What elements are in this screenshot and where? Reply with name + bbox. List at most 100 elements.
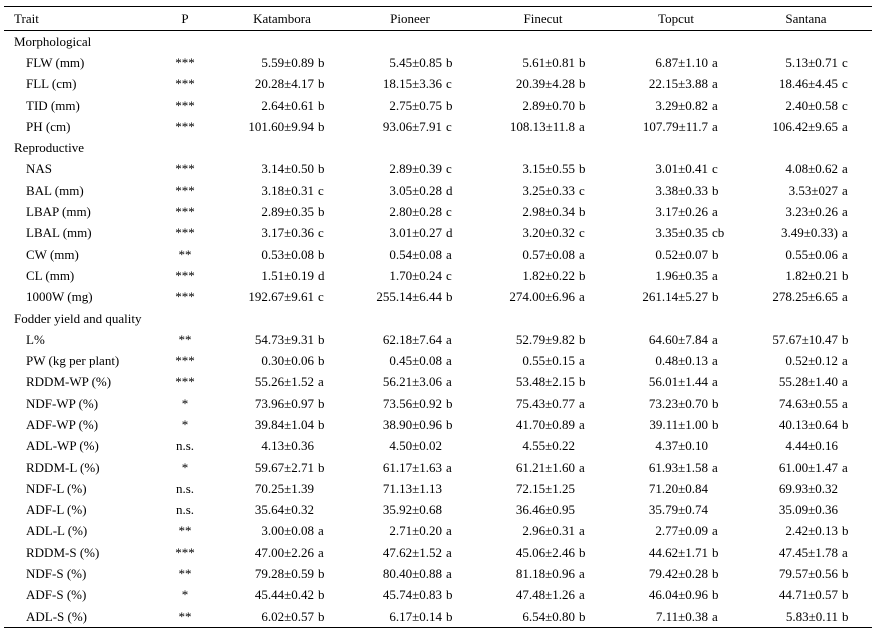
value-cell: 1.82±0.21 b xyxy=(740,265,872,286)
group-letter: a xyxy=(842,246,848,262)
value-cell: 274.00±6.96 a xyxy=(474,287,612,308)
value-cell: 62.18±7.64 a xyxy=(346,329,474,350)
mean-sd: 57.67±10.47 xyxy=(772,331,838,347)
mean-sd: 20.28±4.17 xyxy=(254,76,314,92)
group-letter: c xyxy=(842,54,848,70)
mean-sd: 70.25±1.39 xyxy=(254,480,314,496)
mean-sd: 93.06±7.91 xyxy=(382,118,442,134)
group-letter: b xyxy=(318,459,325,475)
group-letter: b xyxy=(712,289,719,305)
group-letter: b xyxy=(579,76,586,92)
group-letter: a xyxy=(842,353,848,369)
mean-sd: 59.67±2.71 xyxy=(254,459,314,475)
significance: ** xyxy=(178,246,192,262)
group-letter: a xyxy=(579,566,585,582)
mean-sd: 0.48±0.13 xyxy=(655,353,708,369)
value-cell: 5.13±0.71 c xyxy=(740,52,872,73)
table-row: PW (kg per plant) *** 0.30±0.06 b 0.45±0.08 a… xyxy=(4,350,872,371)
mean-sd: 4.55±0.22 xyxy=(522,438,575,454)
value-cell: 3.53±027 a xyxy=(740,180,872,201)
value-cell: 0.45±0.08 a xyxy=(346,350,474,371)
trait-name: RDDM-WP (%) xyxy=(26,374,112,390)
group-letter: a xyxy=(842,374,848,390)
mean-sd: 45.06±2.46 xyxy=(515,544,575,560)
group-letter: a xyxy=(446,246,452,262)
group-letter: b xyxy=(579,544,586,560)
value-cell: 18.46±4.45 c xyxy=(740,74,872,95)
mean-sd: 74.63±0.55 xyxy=(778,395,838,411)
value-cell: 2.89±0.70 b xyxy=(474,95,612,116)
group-letter: c xyxy=(446,267,452,283)
significance: ** xyxy=(178,566,192,582)
header-p: P xyxy=(152,6,218,31)
mean-sd: 55.28±1.40 xyxy=(778,374,838,390)
group-letter: b xyxy=(446,416,453,432)
mean-sd: 47.45±1.78 xyxy=(778,544,838,560)
value-cell: 47.00±2.26 a xyxy=(218,542,346,563)
table-row: NDF-S (%) ** 79.28±0.59 b 80.40±0.88 a 81.18±0… xyxy=(4,563,872,584)
mean-sd: 2.77±0.09 xyxy=(655,523,708,539)
group-letter: c xyxy=(318,182,324,198)
mean-sd: 3.25±0.33 xyxy=(522,182,575,198)
group-letter: a xyxy=(712,353,718,369)
table-row: ADF-L (%) n.s. 35.64±0.32 35.92±0.68 36.46±0… xyxy=(4,500,872,521)
table-row: L% ** 54.73±9.31 b 62.18±7.64 a 52.79±9.82 b 64.… xyxy=(4,329,872,350)
mean-sd: 3.35±0.35 xyxy=(655,225,708,241)
mean-sd: 71.20±0.84 xyxy=(648,480,708,496)
table-row: ADF-WP (%) * 39.84±1.04 b 38.90±0.96 b 41.70±0… xyxy=(4,414,872,435)
value-cell: 5.83±0.11 b xyxy=(740,606,872,629)
value-cell: 38.90±0.96 b xyxy=(346,414,474,435)
mean-sd: 0.30±0.06 xyxy=(261,353,314,369)
group-letter: b xyxy=(842,267,849,283)
mean-sd: 101.60±9.94 xyxy=(248,118,314,134)
table-row: LBAL (mm) *** 3.17±0.36 c 3.01±0.27 d 3.20±0.3… xyxy=(4,223,872,244)
mean-sd: 2.80±0.28 xyxy=(389,204,442,220)
value-cell: 45.06±2.46 b xyxy=(474,542,612,563)
mean-sd: 80.40±0.88 xyxy=(382,566,442,582)
value-cell: 3.15±0.55 b xyxy=(474,159,612,180)
mean-sd: 2.96±0.31 xyxy=(522,523,575,539)
trait-name: NDF-L (%) xyxy=(26,480,87,496)
mean-sd: 7.11±0.38 xyxy=(655,608,708,624)
group-letter: b xyxy=(579,374,586,390)
mean-sd: 255.14±6.44 xyxy=(376,289,442,305)
table-row: 1000W (mg) *** 192.67±9.61 c 255.14±6.44 b 274… xyxy=(4,287,872,308)
mean-sd: 18.46±4.45 xyxy=(778,76,838,92)
group-letter: b xyxy=(579,161,586,177)
mean-sd: 3.05±0.28 xyxy=(389,182,442,198)
value-cell: 3.38±0.33 b xyxy=(612,180,740,201)
mean-sd: 69.93±0.32 xyxy=(778,480,838,496)
trait-table: Trait P Katambora Pioneer Finecut Topcut… xyxy=(4,6,872,629)
mean-sd: 81.18±0.96 xyxy=(515,566,575,582)
value-cell: 3.35±0.35 cb xyxy=(612,223,740,244)
mean-sd: 2.64±0.61 xyxy=(261,97,314,113)
value-cell: 71.20±0.84 xyxy=(612,478,740,499)
value-cell: 3.17±0.26 a xyxy=(612,201,740,222)
mean-sd: 106.42±9.65 xyxy=(772,118,838,134)
value-cell: 40.13±0.64 b xyxy=(740,414,872,435)
significance: n.s. xyxy=(175,480,195,496)
mean-sd: 3.20±0.32 xyxy=(522,225,575,241)
group-letter: b xyxy=(712,566,719,582)
value-cell: 0.57±0.08 a xyxy=(474,244,612,265)
value-cell: 1.96±0.35 a xyxy=(612,265,740,286)
mean-sd: 3.38±0.33 xyxy=(655,182,708,198)
group-letter: b xyxy=(446,97,453,113)
group-letter: b xyxy=(318,353,325,369)
value-cell: 3.01±0.41 c xyxy=(612,159,740,180)
value-cell: 74.63±0.55 a xyxy=(740,393,872,414)
group-letter: b xyxy=(318,331,325,347)
mean-sd: 56.01±1.44 xyxy=(648,374,708,390)
section-title: Fodder yield and quality xyxy=(14,310,142,326)
table-row: BAL (mm) *** 3.18±0.31 c 3.05±0.28 d 3.25±0.33… xyxy=(4,180,872,201)
mean-sd: 40.13±0.64 xyxy=(778,416,838,432)
value-cell: 255.14±6.44 b xyxy=(346,287,474,308)
mean-sd: 3.01±0.27 xyxy=(389,225,442,241)
mean-sd: 0.52±0.07 xyxy=(655,246,708,262)
value-cell: 3.23±0.26 a xyxy=(740,201,872,222)
group-letter: a xyxy=(318,374,324,390)
group-letter: b xyxy=(579,204,586,220)
mean-sd: 3.17±0.36 xyxy=(261,225,314,241)
mean-sd: 73.56±0.92 xyxy=(382,395,442,411)
value-cell: 47.48±1.26 a xyxy=(474,585,612,606)
